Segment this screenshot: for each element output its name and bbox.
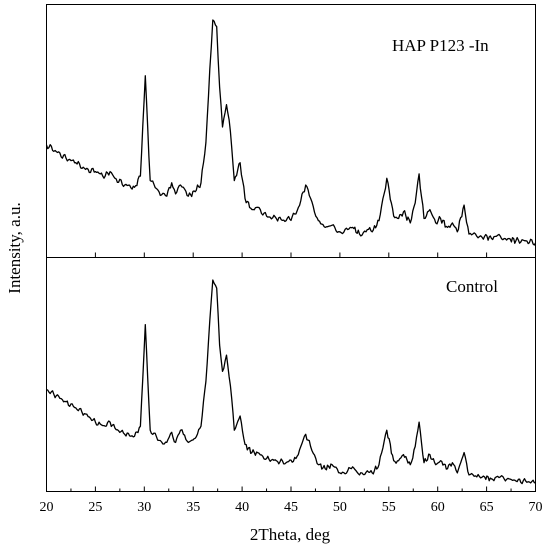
- x-tick-label-35: 35: [186, 500, 200, 515]
- x-tick-label-20: 20: [40, 500, 54, 515]
- x-tick-label-45: 45: [284, 500, 298, 515]
- series-line-control: [46, 279, 536, 485]
- x-tick-label-25: 25: [88, 500, 102, 515]
- x-tick-label-30: 30: [137, 500, 151, 515]
- x-tick-label-65: 65: [480, 500, 494, 515]
- x-axis-tick-labels: 20 25 30 35 40 45 50 55 60 65 70: [40, 500, 543, 515]
- series-label-control: Control: [446, 277, 498, 296]
- x-tick-label-70: 70: [529, 500, 543, 515]
- series-line-hap-p123-in: [45, 19, 537, 246]
- x-tick-label-60: 60: [431, 500, 445, 515]
- x-tick-label-50: 50: [333, 500, 347, 515]
- x-axis-title: 2Theta, deg: [250, 525, 331, 544]
- x-tick-label-40: 40: [235, 500, 249, 515]
- x-tick-label-55: 55: [382, 500, 396, 515]
- y-axis-title: Intensity, a.u.: [5, 202, 24, 293]
- x-axis-ticks: [46, 252, 536, 492]
- series-label-hap-p123-in: HAP P123 -In: [392, 36, 489, 55]
